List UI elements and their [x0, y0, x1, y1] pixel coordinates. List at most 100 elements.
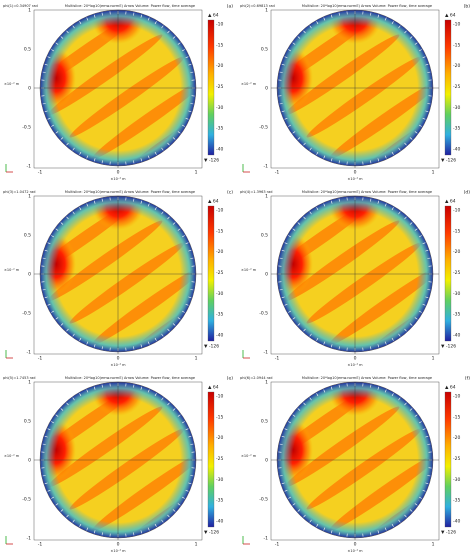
arrow: [161, 211, 164, 215]
arrow: [44, 482, 48, 485]
arrow: [297, 36, 301, 39]
heatmap: [40, 382, 196, 538]
arrow: [167, 328, 170, 332]
colorbar-top: ▲ 64: [445, 199, 456, 205]
arrow: [404, 402, 407, 406]
arrow: [303, 216, 306, 220]
x-unit: ×10⁻² m: [110, 363, 126, 367]
panel-label: (d): [464, 190, 471, 196]
arrow: [292, 131, 296, 134]
arrow: [188, 63, 192, 66]
x-tick-label: -1: [38, 356, 43, 362]
arrow: [66, 328, 69, 332]
arrow: [409, 137, 413, 140]
arrow: [409, 36, 413, 39]
arrow: [185, 242, 189, 245]
arrow: [398, 25, 401, 29]
arrow: [391, 523, 394, 527]
arrow: [86, 527, 89, 531]
arrow: [72, 25, 75, 29]
colorbar-tick-label: -20: [453, 249, 460, 255]
arrow: [154, 337, 157, 341]
arrow: [303, 30, 306, 34]
arrow: [188, 249, 192, 252]
colorbar-bottom: ▼ -126: [441, 344, 456, 350]
colorbar: [444, 205, 452, 342]
arrow: [86, 389, 89, 393]
arrow: [161, 333, 164, 337]
arrow: [418, 124, 422, 127]
arrow: [391, 393, 394, 397]
arrow: [316, 207, 319, 211]
panel: phi(4)=1.3963 rad Multislice: 20*log10(em…: [240, 190, 471, 368]
arrow: [177, 42, 181, 45]
arrow: [42, 289, 46, 291]
colorbar-tick-label: -10: [453, 208, 460, 214]
y-unit: ×10⁻² m: [241, 454, 257, 458]
arrow: [284, 489, 288, 492]
colorbar: [207, 391, 215, 528]
colorbar-tick-label: -15: [216, 42, 223, 48]
arrow: [93, 200, 96, 204]
arrow: [279, 71, 283, 73]
arrow: [427, 443, 431, 445]
x-unit: ×10⁻² m: [110, 177, 126, 181]
arrow: [288, 124, 292, 127]
arrow: [47, 303, 51, 306]
arrow: [330, 158, 333, 162]
arrow: [309, 211, 312, 215]
arrow: [177, 317, 181, 320]
arrow: [418, 421, 422, 424]
arrow: [51, 310, 55, 313]
arrow: [279, 257, 283, 259]
colorbar-tick-label: -10: [216, 394, 223, 400]
arrow: [60, 222, 64, 225]
arrow: [414, 317, 418, 320]
arrow: [66, 216, 69, 220]
colorbar-tick-label: -25: [216, 270, 223, 276]
arrow: [79, 523, 82, 527]
arrow: [284, 56, 288, 59]
panel-param: phi(4)=1.3963 rad: [240, 190, 272, 194]
arrow: [297, 137, 301, 140]
x-unit: ×10⁻² m: [347, 363, 363, 367]
arrow: [288, 235, 292, 238]
arrow: [316, 21, 319, 25]
arrow: [281, 296, 285, 299]
x-tick-label: -1: [38, 170, 43, 176]
arrow: [93, 344, 96, 348]
y-unit: ×10⁻² m: [4, 82, 20, 86]
colorbar-bottom: ▼ -126: [441, 158, 456, 164]
colorbar-tick-label: -40: [453, 519, 460, 525]
arrow: [147, 17, 150, 21]
heatmap: [40, 196, 196, 352]
arrow: [284, 117, 288, 120]
colorbar-tick-label: -10: [453, 394, 460, 400]
plot-title: Multislice: 20*log10(emw.normE) Arrow Vo…: [302, 4, 432, 8]
arrow: [55, 228, 59, 231]
arrow: [60, 137, 64, 140]
arrow: [279, 443, 283, 445]
y-tick-label: -0.5: [259, 311, 268, 317]
x-tick-label: -1: [275, 356, 280, 362]
arrow: [188, 110, 192, 113]
panel-label: (b): [464, 4, 471, 10]
arrow: [391, 21, 394, 25]
arrow: [422, 242, 426, 245]
arrow: [425, 63, 429, 66]
arrow: [288, 421, 292, 424]
arrow: [297, 323, 301, 326]
y-tick-label: 1: [28, 380, 31, 386]
x-tick-label: 0: [117, 170, 120, 176]
arrow: [377, 344, 380, 348]
x-tick-label: 1: [195, 356, 198, 362]
arrow: [384, 527, 387, 531]
arrow: [79, 337, 82, 341]
arrow: [93, 530, 96, 534]
arrow: [398, 211, 401, 215]
arrow: [72, 519, 75, 523]
arrow: [409, 323, 413, 326]
panel-param: phi(2)=0.69813 rad: [240, 4, 275, 8]
arrow: [101, 532, 103, 536]
